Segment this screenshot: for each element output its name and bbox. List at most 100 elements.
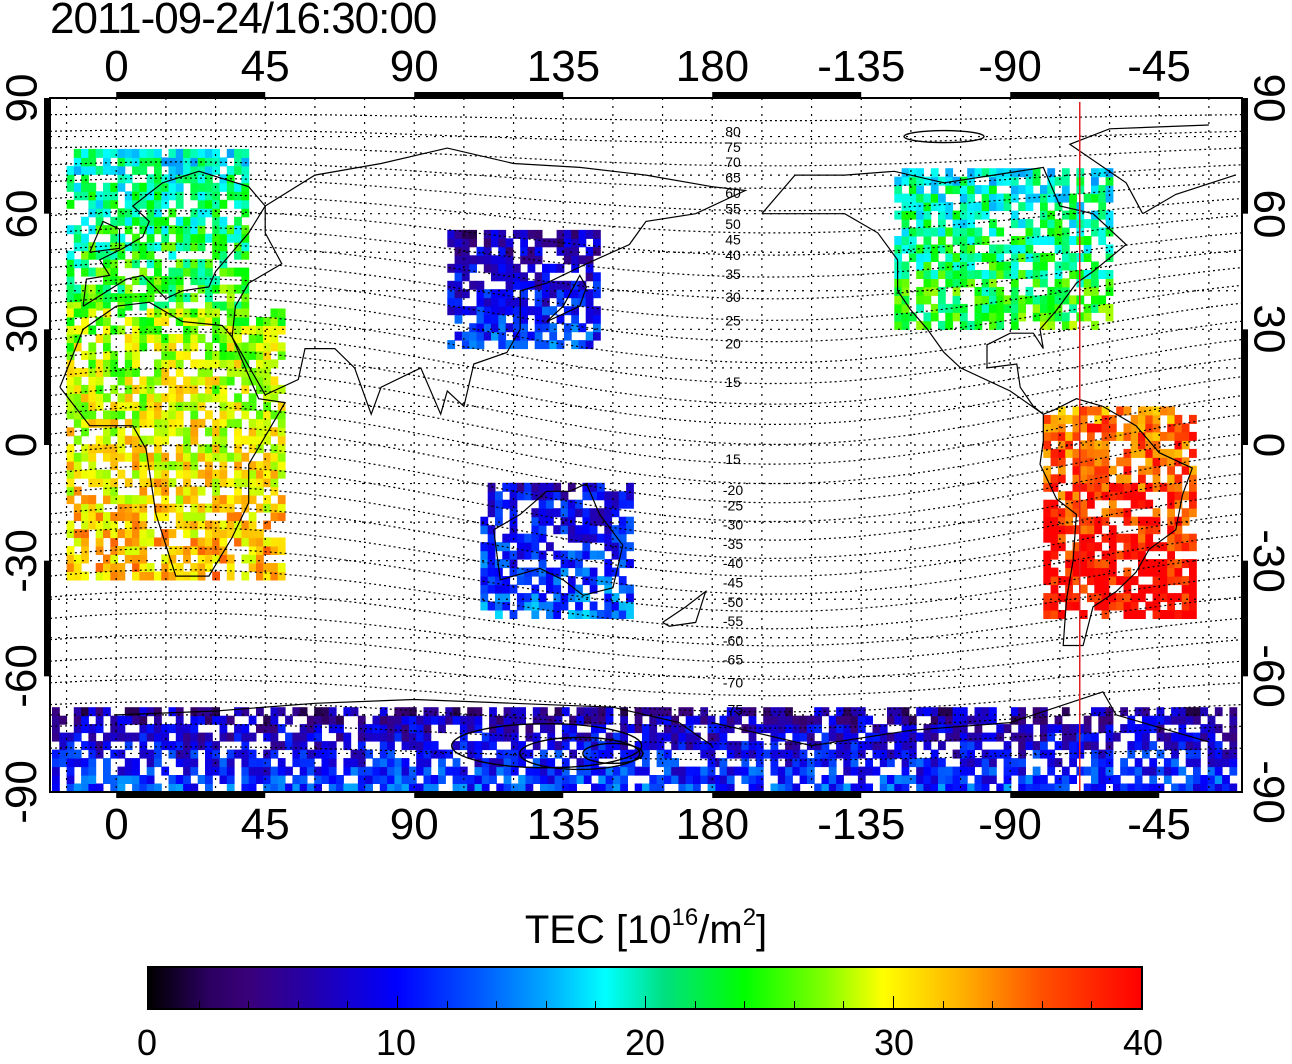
- tec-cell: [1091, 303, 1099, 313]
- contour-line: [49, 547, 1243, 613]
- tec-cell: [183, 233, 191, 243]
- tec-cell: [563, 306, 572, 316]
- tec-cell: [430, 707, 439, 717]
- tec-cell: [593, 272, 601, 282]
- tec-cell: [88, 165, 97, 175]
- frame-tick-bar: [414, 92, 564, 98]
- tec-cell: [649, 741, 658, 751]
- tec-cell: [959, 749, 968, 759]
- tec-cell: [256, 529, 264, 539]
- tec-cell: [146, 410, 155, 420]
- tec-cell: [989, 202, 997, 212]
- tec-cell: [197, 367, 206, 377]
- tec-cell: [256, 554, 264, 564]
- tec-cell: [205, 293, 213, 303]
- tec-cell: [190, 293, 199, 303]
- tec-cell: [959, 253, 968, 262]
- tec-cell: [1123, 482, 1132, 492]
- tec-cell: [226, 749, 235, 759]
- tec-cell: [642, 749, 650, 759]
- tec-cell: [314, 732, 322, 742]
- tec-cell: [510, 741, 519, 751]
- tec-cell: [190, 216, 199, 226]
- tec-cell: [132, 435, 140, 445]
- tec-cell: [503, 724, 512, 734]
- tec-cell: [1043, 499, 1052, 509]
- tec-cell: [626, 542, 634, 552]
- colorbar-tick: [942, 1001, 944, 1008]
- tec-cell: [481, 741, 490, 751]
- tec-cell: [467, 749, 475, 759]
- tec-cell: [1069, 732, 1077, 742]
- tec-cell: [205, 233, 213, 243]
- tec-cell: [139, 461, 148, 471]
- tec-cell: [540, 775, 548, 784]
- tec-cell: [1072, 508, 1081, 518]
- tec-cell: [799, 766, 808, 776]
- tec-cell: [66, 495, 75, 505]
- tec-cell: [1152, 576, 1161, 586]
- tec-cell: [401, 741, 410, 751]
- tec-cell: [527, 263, 536, 273]
- tec-cell: [503, 749, 512, 759]
- tec-cell: [270, 732, 279, 742]
- tec-cell: [1057, 440, 1066, 450]
- tec-cell: [996, 724, 1005, 734]
- tec-cell: [103, 529, 111, 539]
- tec-cell: [256, 350, 264, 360]
- tec-cell: [256, 546, 264, 555]
- tec-cell: [1156, 707, 1165, 717]
- tec-cell: [604, 593, 613, 603]
- tec-cell: [256, 486, 264, 496]
- tec-cell: [1072, 406, 1081, 416]
- tec-cell: [241, 410, 250, 420]
- tec-cell: [234, 225, 242, 235]
- tec-cell: [95, 165, 104, 175]
- lat-tick-label: -60: [1243, 644, 1292, 709]
- tec-cell: [974, 783, 983, 793]
- tec-cell: [270, 563, 279, 572]
- tec-cell: [1018, 244, 1026, 254]
- tec-cell: [649, 707, 658, 717]
- tec-cell: [357, 775, 366, 784]
- tec-cell: [612, 766, 621, 776]
- tec-cell: [1116, 576, 1124, 586]
- tec-cell: [1083, 236, 1092, 245]
- tec-cell: [894, 320, 903, 330]
- tec-cell: [952, 236, 961, 245]
- tec-cell: [649, 724, 658, 734]
- tec-cell: [154, 325, 162, 335]
- tec-cell: [487, 508, 496, 518]
- frame-tick-bar: [116, 92, 266, 98]
- tec-cell: [483, 246, 492, 256]
- tec-cell: [1040, 741, 1048, 751]
- tec-cell: [532, 715, 541, 725]
- tec-cell: [476, 314, 485, 324]
- tec-cell: [226, 766, 235, 776]
- tec-cell: [81, 148, 89, 158]
- tec-cell: [175, 148, 184, 158]
- tec-cell: [212, 250, 220, 260]
- tec-cell: [197, 512, 206, 522]
- tec-cell: [66, 749, 75, 759]
- tec-cell: [1123, 593, 1132, 603]
- tec-cell: [1050, 542, 1059, 552]
- tec-cell: [685, 732, 694, 742]
- tec-cell: [154, 707, 162, 717]
- tec-cell: [350, 783, 359, 793]
- tec-cell: [205, 452, 213, 462]
- tec-cell: [575, 601, 583, 611]
- tec-cell: [1174, 516, 1183, 526]
- tec-cell: [1134, 758, 1143, 768]
- tec-cell: [989, 253, 997, 262]
- tec-cell: [95, 284, 104, 294]
- tec-cell: [1047, 724, 1056, 734]
- tec-cell: [226, 367, 235, 377]
- tec-cell: [571, 306, 579, 316]
- tec-cell: [483, 263, 492, 273]
- tec-cell: [161, 478, 170, 488]
- tec-cell: [343, 741, 352, 751]
- tec-cell: [591, 758, 599, 768]
- tec-cell: [350, 766, 359, 776]
- tec-cell: [598, 724, 607, 734]
